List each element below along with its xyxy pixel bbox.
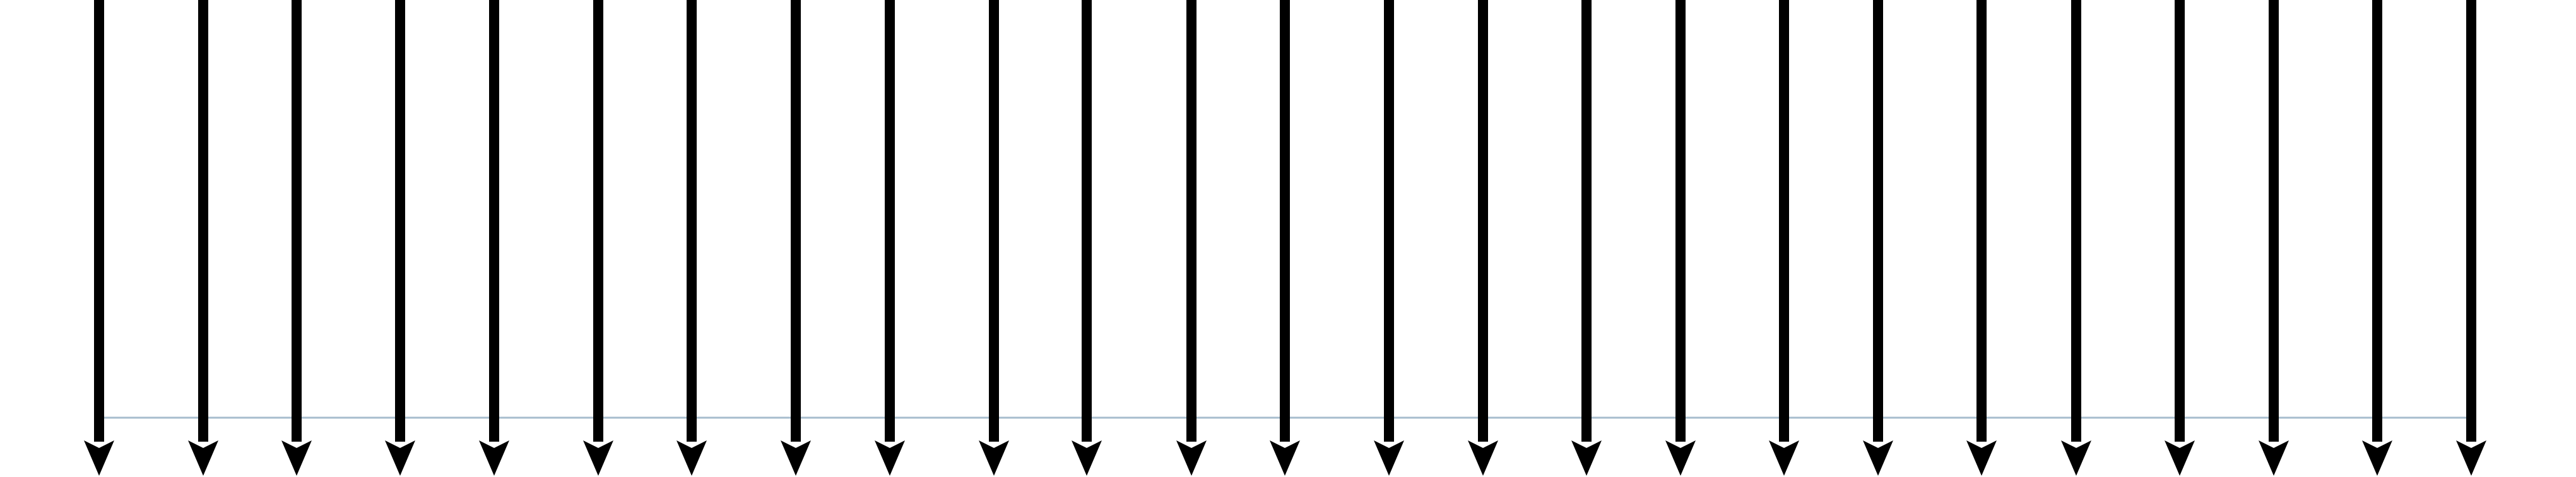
arrow-shaft	[2466, 0, 2476, 442]
arrow-shaft	[687, 0, 697, 442]
down-arrow	[1176, 0, 1207, 476]
arrow-head	[1966, 440, 1997, 476]
arrow-shaft	[791, 0, 801, 442]
down-arrow	[1571, 0, 1602, 476]
arrow-head	[1571, 440, 1602, 476]
arrow-head	[875, 440, 905, 476]
down-arrow	[676, 0, 707, 476]
arrow-shaft	[1186, 0, 1196, 442]
down-arrow	[875, 0, 905, 476]
arrow-shaft	[198, 0, 208, 442]
arrow-shaft	[2372, 0, 2382, 442]
arrow-head	[1468, 440, 1498, 476]
down-arrow	[583, 0, 613, 476]
down-arrow	[1863, 0, 1893, 476]
arrow-head	[781, 440, 811, 476]
down-arrow	[1468, 0, 1498, 476]
arrows-layer	[84, 0, 2486, 476]
down-arrow	[2259, 0, 2289, 476]
arrow-shaft	[1976, 0, 1987, 442]
arrow-shaft	[593, 0, 603, 442]
down-arrow	[1966, 0, 1997, 476]
arrow-shaft	[1675, 0, 1686, 442]
arrow-head	[979, 440, 1009, 476]
arrow-shaft	[489, 0, 499, 442]
down-arrow	[2165, 0, 2195, 476]
arrow-head	[1176, 440, 1207, 476]
arrow-shaft	[1581, 0, 1592, 442]
arrow-head	[583, 440, 613, 476]
down-arrow	[2362, 0, 2392, 476]
arrow-head	[2259, 440, 2289, 476]
arrow-shaft	[1478, 0, 1488, 442]
down-arrow	[979, 0, 1009, 476]
arrow-head	[2362, 440, 2392, 476]
arrow-shaft	[1280, 0, 1290, 442]
arrow-shaft	[2175, 0, 2185, 442]
down-arrow	[385, 0, 415, 476]
down-arrow	[781, 0, 811, 476]
arrow-shaft	[292, 0, 302, 442]
down-arrow	[1270, 0, 1300, 476]
arrow-head	[84, 440, 114, 476]
arrow-head	[676, 440, 707, 476]
down-arrow	[1665, 0, 1696, 476]
arrow-shaft	[1384, 0, 1394, 442]
arrow-head	[1374, 440, 1404, 476]
arrow-head	[1072, 440, 1102, 476]
arrow-head	[1270, 440, 1300, 476]
down-arrow	[1072, 0, 1102, 476]
down-arrow	[1769, 0, 1799, 476]
arrow-shaft	[2269, 0, 2279, 442]
arrow-head	[385, 440, 415, 476]
down-arrow	[281, 0, 312, 476]
arrow-head	[479, 440, 509, 476]
down-arrow	[479, 0, 509, 476]
arrow-shaft	[885, 0, 895, 442]
arrow-shaft	[395, 0, 405, 442]
down-arrow	[84, 0, 114, 476]
arrow-shaft	[94, 0, 104, 442]
arrow-shaft	[2071, 0, 2081, 442]
arrow-head	[2061, 440, 2091, 476]
arrow-head	[2165, 440, 2195, 476]
arrow-head	[2456, 440, 2486, 476]
down-arrow	[1374, 0, 1404, 476]
arrow-shaft	[1873, 0, 1883, 442]
down-arrow	[188, 0, 218, 476]
arrow-shaft	[1779, 0, 1789, 442]
arrow-head	[188, 440, 218, 476]
down-arrow	[2061, 0, 2091, 476]
arrow-head	[1665, 440, 1696, 476]
down-arrow	[2456, 0, 2486, 476]
arrow-head	[281, 440, 312, 476]
arrow-head	[1863, 440, 1893, 476]
arrow-shaft	[989, 0, 999, 442]
arrow-head	[1769, 440, 1799, 476]
arrow-shaft	[1082, 0, 1092, 442]
